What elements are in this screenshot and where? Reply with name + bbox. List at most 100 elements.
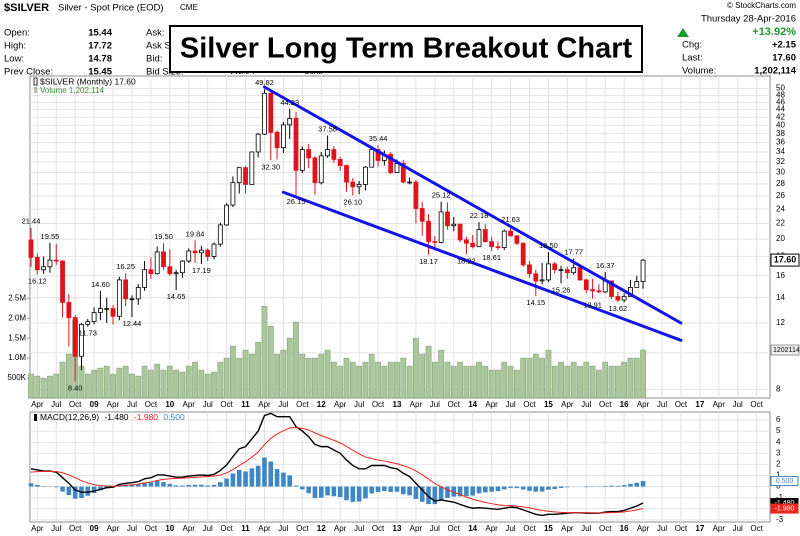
candle-body <box>609 280 614 297</box>
volume-bar <box>242 349 249 399</box>
x-tick-label: 14 <box>468 400 477 409</box>
candle-body <box>28 239 34 258</box>
volume-bar <box>223 357 230 399</box>
macd-histogram-bar <box>148 482 154 487</box>
candle-body <box>230 182 236 206</box>
candle-body <box>394 163 400 173</box>
macd-legend-name: MACD(12,26,9) <box>40 412 99 422</box>
macd-histogram-bar <box>438 486 444 500</box>
macd-tick-label: 2 <box>776 460 781 469</box>
candle-body <box>72 317 78 357</box>
volume-tick-label: 1.0M <box>8 353 26 362</box>
volume-bar <box>381 365 388 399</box>
price-annotation: 16.25 <box>116 262 135 271</box>
candle-body <box>280 124 286 149</box>
x-tick-label: Apr <box>485 400 498 409</box>
x-tick-label: Apr <box>637 524 650 533</box>
candle-body <box>438 211 444 243</box>
candle-body <box>400 163 406 183</box>
volume-bar <box>633 357 640 399</box>
macd-tick-label: 6 <box>776 415 781 424</box>
x-tick-label: Jul <box>278 400 288 409</box>
x-tick-label: Jul <box>581 400 591 409</box>
x-tick-label: Apr <box>637 400 650 409</box>
macd-histogram-bar <box>621 485 627 487</box>
exchange: CME <box>180 3 198 12</box>
candle-body <box>79 323 84 357</box>
volume-bar <box>160 369 167 399</box>
macd-histogram-bar <box>167 483 173 487</box>
macd-histogram-bar <box>28 483 34 487</box>
macd-histogram-bar <box>400 486 406 495</box>
candle-body <box>621 296 627 301</box>
candle-body <box>66 302 72 319</box>
macd-histogram-bar <box>464 486 469 497</box>
x-tick-label: Apr <box>410 400 423 409</box>
macd-histogram-bar <box>602 485 608 487</box>
volume-bar <box>28 373 34 399</box>
candle-body <box>451 223 457 227</box>
histogram-legend-value: 0.500 <box>163 412 185 422</box>
macd-histogram-bar <box>375 486 381 493</box>
field-value: 15.45 <box>88 67 112 78</box>
trendline <box>262 85 683 325</box>
volume-bar <box>526 357 533 399</box>
x-tick-label: Apr <box>258 400 271 409</box>
x-tick-label: 14 <box>468 524 477 533</box>
macd-value-label: -1.480 <box>775 500 795 507</box>
macd-histogram-bar <box>60 486 65 492</box>
candle-body <box>419 208 425 222</box>
volume-bar <box>387 361 394 399</box>
macd-histogram-bar <box>483 486 488 493</box>
x-tick-label: 12 <box>317 400 326 409</box>
volume-bar <box>583 361 590 399</box>
candle-body <box>249 151 255 185</box>
price-annotation: 18.50 <box>539 241 558 250</box>
field-value: 14.78 <box>88 54 112 65</box>
volume-bar <box>337 365 344 399</box>
macd-histogram-bar <box>350 486 356 502</box>
volume-bar <box>501 361 508 399</box>
macd-tick-label: 4 <box>776 437 781 446</box>
candle-body <box>293 118 299 171</box>
price-annotation: 14.65 <box>167 292 186 301</box>
candle-body <box>520 242 526 266</box>
candle-body <box>564 269 570 274</box>
price-annotation: 17.77 <box>564 248 583 257</box>
volume-bar <box>173 369 179 399</box>
volume-bar <box>299 353 306 399</box>
macd-histogram-bar <box>331 486 337 497</box>
x-tick-label: Apr <box>183 524 196 533</box>
volume-tick-label: 500K <box>7 373 26 382</box>
x-tick-label: 13 <box>393 400 402 409</box>
instrument-name: Silver - Spot Price (EOD) <box>58 3 164 14</box>
volume-bar <box>532 353 539 399</box>
price-annotation: 12.44 <box>123 319 142 328</box>
field-value: 1,202,114 <box>754 66 796 77</box>
macd-histogram-bar <box>583 486 589 488</box>
candle-body <box>501 230 507 248</box>
macd-histogram-bar <box>609 485 614 487</box>
candle-body <box>445 211 450 227</box>
price-annotation: 32.30 <box>261 162 280 171</box>
x-tick-label: Jul <box>581 524 591 533</box>
candle-body <box>53 259 59 262</box>
volume-bar <box>47 375 53 399</box>
x-tick-label: Oct <box>675 524 688 533</box>
macd-histogram-bar <box>142 482 147 487</box>
candle-body <box>129 298 135 301</box>
macd-histogram-bar <box>154 481 160 487</box>
macd-legend-value: -1.480 <box>104 412 128 422</box>
volume-bar <box>539 357 545 399</box>
volume-bar <box>431 361 438 399</box>
candle-body <box>527 264 532 275</box>
volume-bar <box>267 325 274 399</box>
x-tick-label: Oct <box>372 400 385 409</box>
macd-histogram-bar <box>546 486 551 490</box>
x-tick-label: 11 <box>241 400 250 409</box>
macd-histogram-bar <box>445 486 450 498</box>
price-annotation: 21.44 <box>22 217 41 226</box>
volume-bar <box>230 345 236 399</box>
macd-histogram-bar <box>640 481 646 487</box>
